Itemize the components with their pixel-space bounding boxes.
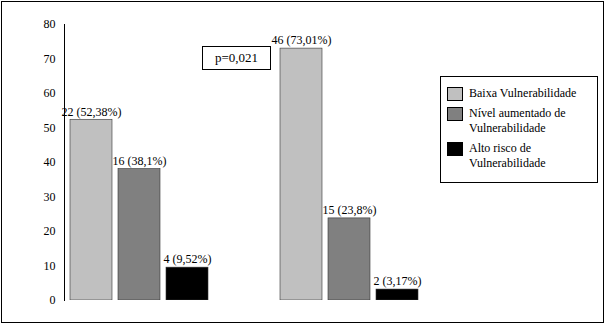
svg-text:22 (52,38%): 22 (52,38%) [62, 105, 122, 119]
svg-text:80: 80 [44, 17, 56, 31]
svg-text:70: 70 [44, 52, 56, 66]
html-text:p=0,021: p=0,021 [215, 50, 259, 65]
svg-text:10: 10 [44, 259, 56, 273]
html-text:Nível aumentado de Vulnerabili: Nível aumentado de Vulnerabilidade [469, 106, 566, 135]
svg-text:20: 20 [44, 224, 56, 238]
svg-text:46 (73,01%): 46 (73,01%) [272, 33, 332, 47]
svg-text:4 (9,52%): 4 (9,52%) [164, 252, 212, 266]
svg-text:2 (3,17%): 2 (3,17%) [374, 274, 422, 288]
svg-text:40: 40 [44, 155, 56, 169]
svg-text:15 (23,8%): 15 (23,8%) [323, 203, 377, 217]
html-text:Alto risco de Vulnerabilidade: Alto risco de Vulnerabilidade [469, 141, 546, 170]
svg-text:50: 50 [44, 121, 56, 135]
svg-text:16 (38,1%): 16 (38,1%) [113, 154, 167, 168]
svg-text:60: 60 [44, 86, 56, 100]
svg-text:30: 30 [44, 190, 56, 204]
svg-text:0: 0 [50, 293, 56, 307]
html-text:Baixa Vulnerabilidade: Baixa Vulnerabilidade [469, 86, 577, 100]
